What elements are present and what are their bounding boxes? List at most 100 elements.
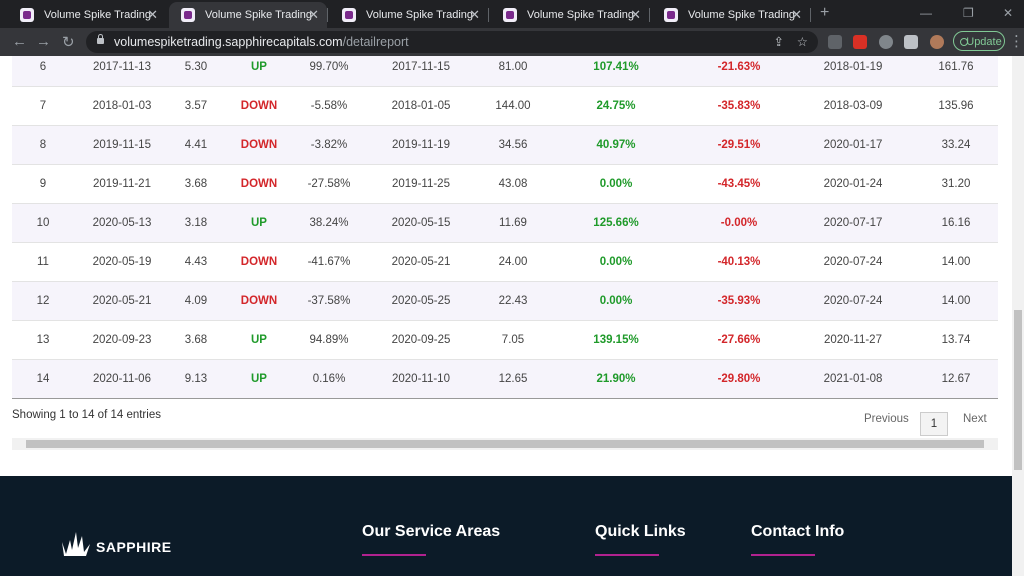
table-cell: 2020-01-17 (792, 125, 914, 165)
browser-tab[interactable]: Volume Spike Trading ✕ (491, 2, 650, 28)
scroll-thumb[interactable] (26, 440, 984, 448)
extension-icon[interactable] (828, 35, 842, 49)
back-button[interactable]: ← (12, 33, 27, 50)
table-cell: 4.43 (170, 242, 222, 282)
table-cell: 12.65 (480, 359, 546, 399)
footer-heading: Quick Links (595, 523, 686, 540)
table-cell: 2020-05-15 (362, 203, 480, 243)
tab-close[interactable]: ✕ (147, 7, 158, 22)
browser-tab[interactable]: Volume Spike Trading ✕ (8, 2, 166, 28)
table-cell: 12.67 (914, 359, 998, 399)
tab-close[interactable]: ✕ (630, 7, 641, 22)
reload-button[interactable]: ↻ (62, 34, 75, 51)
table-cell: 11.69 (480, 203, 546, 243)
bookmark-star[interactable]: ☆ (796, 35, 808, 49)
table-cell: 2019-11-15 (74, 125, 170, 165)
heading-underline (751, 554, 815, 556)
table-cell: 3.68 (170, 164, 222, 204)
browser-tab[interactable]: Volume Spike Trading ✕ (652, 2, 811, 28)
share-icon[interactable]: ⇪ (773, 35, 784, 49)
extension-icon[interactable] (879, 35, 893, 49)
vertical-scrollbar[interactable] (1012, 56, 1024, 576)
table-cell: 2019-11-25 (362, 164, 480, 204)
table-cell: 2018-01-05 (362, 86, 480, 126)
table-row: 13 2020-09-23 3.68 UP 94.89% 2020-09-25 7.05 13… (12, 320, 998, 360)
table-cell: -37.58% (296, 281, 362, 321)
update-button[interactable]: Update (953, 31, 1005, 51)
table-cell: 2020-05-19 (74, 242, 170, 282)
page-content: 6 2017-11-13 5.30 UP 99.70% 2017-11-15 81.00 10… (0, 56, 1012, 576)
table-cell: -0.00% (686, 203, 792, 243)
table-cell: 33.24 (914, 125, 998, 165)
table-cell: 14 (12, 359, 74, 399)
table-cell: 9 (12, 164, 74, 204)
extension-icon[interactable] (853, 35, 867, 49)
forward-button[interactable]: → (36, 33, 51, 50)
table-cell: 7.05 (480, 320, 546, 360)
table-cell: -27.58% (296, 164, 362, 204)
table-cell: 8 (12, 125, 74, 165)
table-cell: 16.16 (914, 203, 998, 243)
table-cell: 2017-11-13 (74, 56, 170, 87)
next-button[interactable]: Next (963, 413, 987, 425)
table-cell: -27.66% (686, 320, 792, 360)
table-cell: 13.74 (914, 320, 998, 360)
table-cell: 2018-01-03 (74, 86, 170, 126)
table-cell: DOWN (222, 164, 296, 204)
scroll-thumb[interactable] (1014, 310, 1022, 470)
table-cell: 2021-01-08 (792, 359, 914, 399)
tab-close[interactable]: ✕ (308, 7, 319, 22)
table-cell: 2020-11-06 (74, 359, 170, 399)
table-cell: 4.09 (170, 281, 222, 321)
browser-tab[interactable]: Volume Spike Trading ✕ (330, 2, 489, 28)
browser-tab[interactable]: Volume Spike Trading ✕ (169, 2, 328, 28)
table-cell: 24.75% (546, 86, 686, 126)
previous-button[interactable]: Previous (864, 413, 909, 425)
tab-separator (488, 8, 489, 22)
tab-close[interactable]: ✕ (791, 7, 802, 22)
table-cell: 0.16% (296, 359, 362, 399)
table-row: 11 2020-05-19 4.43 DOWN -41.67% 2020-05-21 24.… (12, 242, 998, 282)
table-cell: 135.96 (914, 86, 998, 126)
table-cell: 11 (12, 242, 74, 282)
profile-avatar[interactable] (930, 35, 944, 49)
table-cell: 2020-05-13 (74, 203, 170, 243)
table-cell: 40.97% (546, 125, 686, 165)
address-bar[interactable]: volumespiketrading.sapphirecapitals.com/… (86, 31, 818, 53)
minimize-button[interactable]: — (920, 6, 932, 20)
table-cell: 2020-09-25 (362, 320, 480, 360)
tab-close[interactable]: ✕ (469, 7, 480, 22)
new-tab-button[interactable]: + (820, 4, 830, 21)
table-cell: 34.56 (480, 125, 546, 165)
table-cell: 94.89% (296, 320, 362, 360)
table-cell: -40.13% (686, 242, 792, 282)
extensions-menu[interactable] (904, 35, 918, 49)
table-cell: UP (222, 56, 296, 87)
lock-icon (97, 34, 104, 44)
footer: SAPPHIRE Our Service Areas Quick Links C… (0, 476, 1012, 576)
table-cell: 14.00 (914, 281, 998, 321)
table-cell: 2019-11-21 (74, 164, 170, 204)
table-cell: 2020-07-17 (792, 203, 914, 243)
heading-underline (595, 554, 659, 556)
menu-button[interactable]: ⋮ (1009, 33, 1024, 50)
table-cell: DOWN (222, 125, 296, 165)
table-cell: 3.18 (170, 203, 222, 243)
table-cell: 81.00 (480, 56, 546, 87)
horizontal-scrollbar[interactable] (12, 438, 998, 450)
table-cell: UP (222, 203, 296, 243)
table-cell: 2020-11-27 (792, 320, 914, 360)
table-cell: UP (222, 320, 296, 360)
table-info: Showing 1 to 14 of 14 entries (12, 409, 161, 421)
table-cell: 2020-05-21 (362, 242, 480, 282)
maximize-button[interactable]: ❐ (963, 6, 974, 20)
table-cell: -3.82% (296, 125, 362, 165)
table-cell: -5.58% (296, 86, 362, 126)
table-cell: 0.00% (546, 242, 686, 282)
page-button[interactable]: 1 (920, 412, 948, 436)
close-window-button[interactable]: ✕ (1003, 6, 1014, 20)
table-cell: 144.00 (480, 86, 546, 126)
table-row: 9 2019-11-21 3.68 DOWN -27.58% 2019-11-25 43.0… (12, 164, 998, 204)
table-container: 6 2017-11-13 5.30 UP 99.70% 2017-11-15 81.00 10… (12, 56, 998, 399)
tab-favicon (664, 8, 678, 22)
